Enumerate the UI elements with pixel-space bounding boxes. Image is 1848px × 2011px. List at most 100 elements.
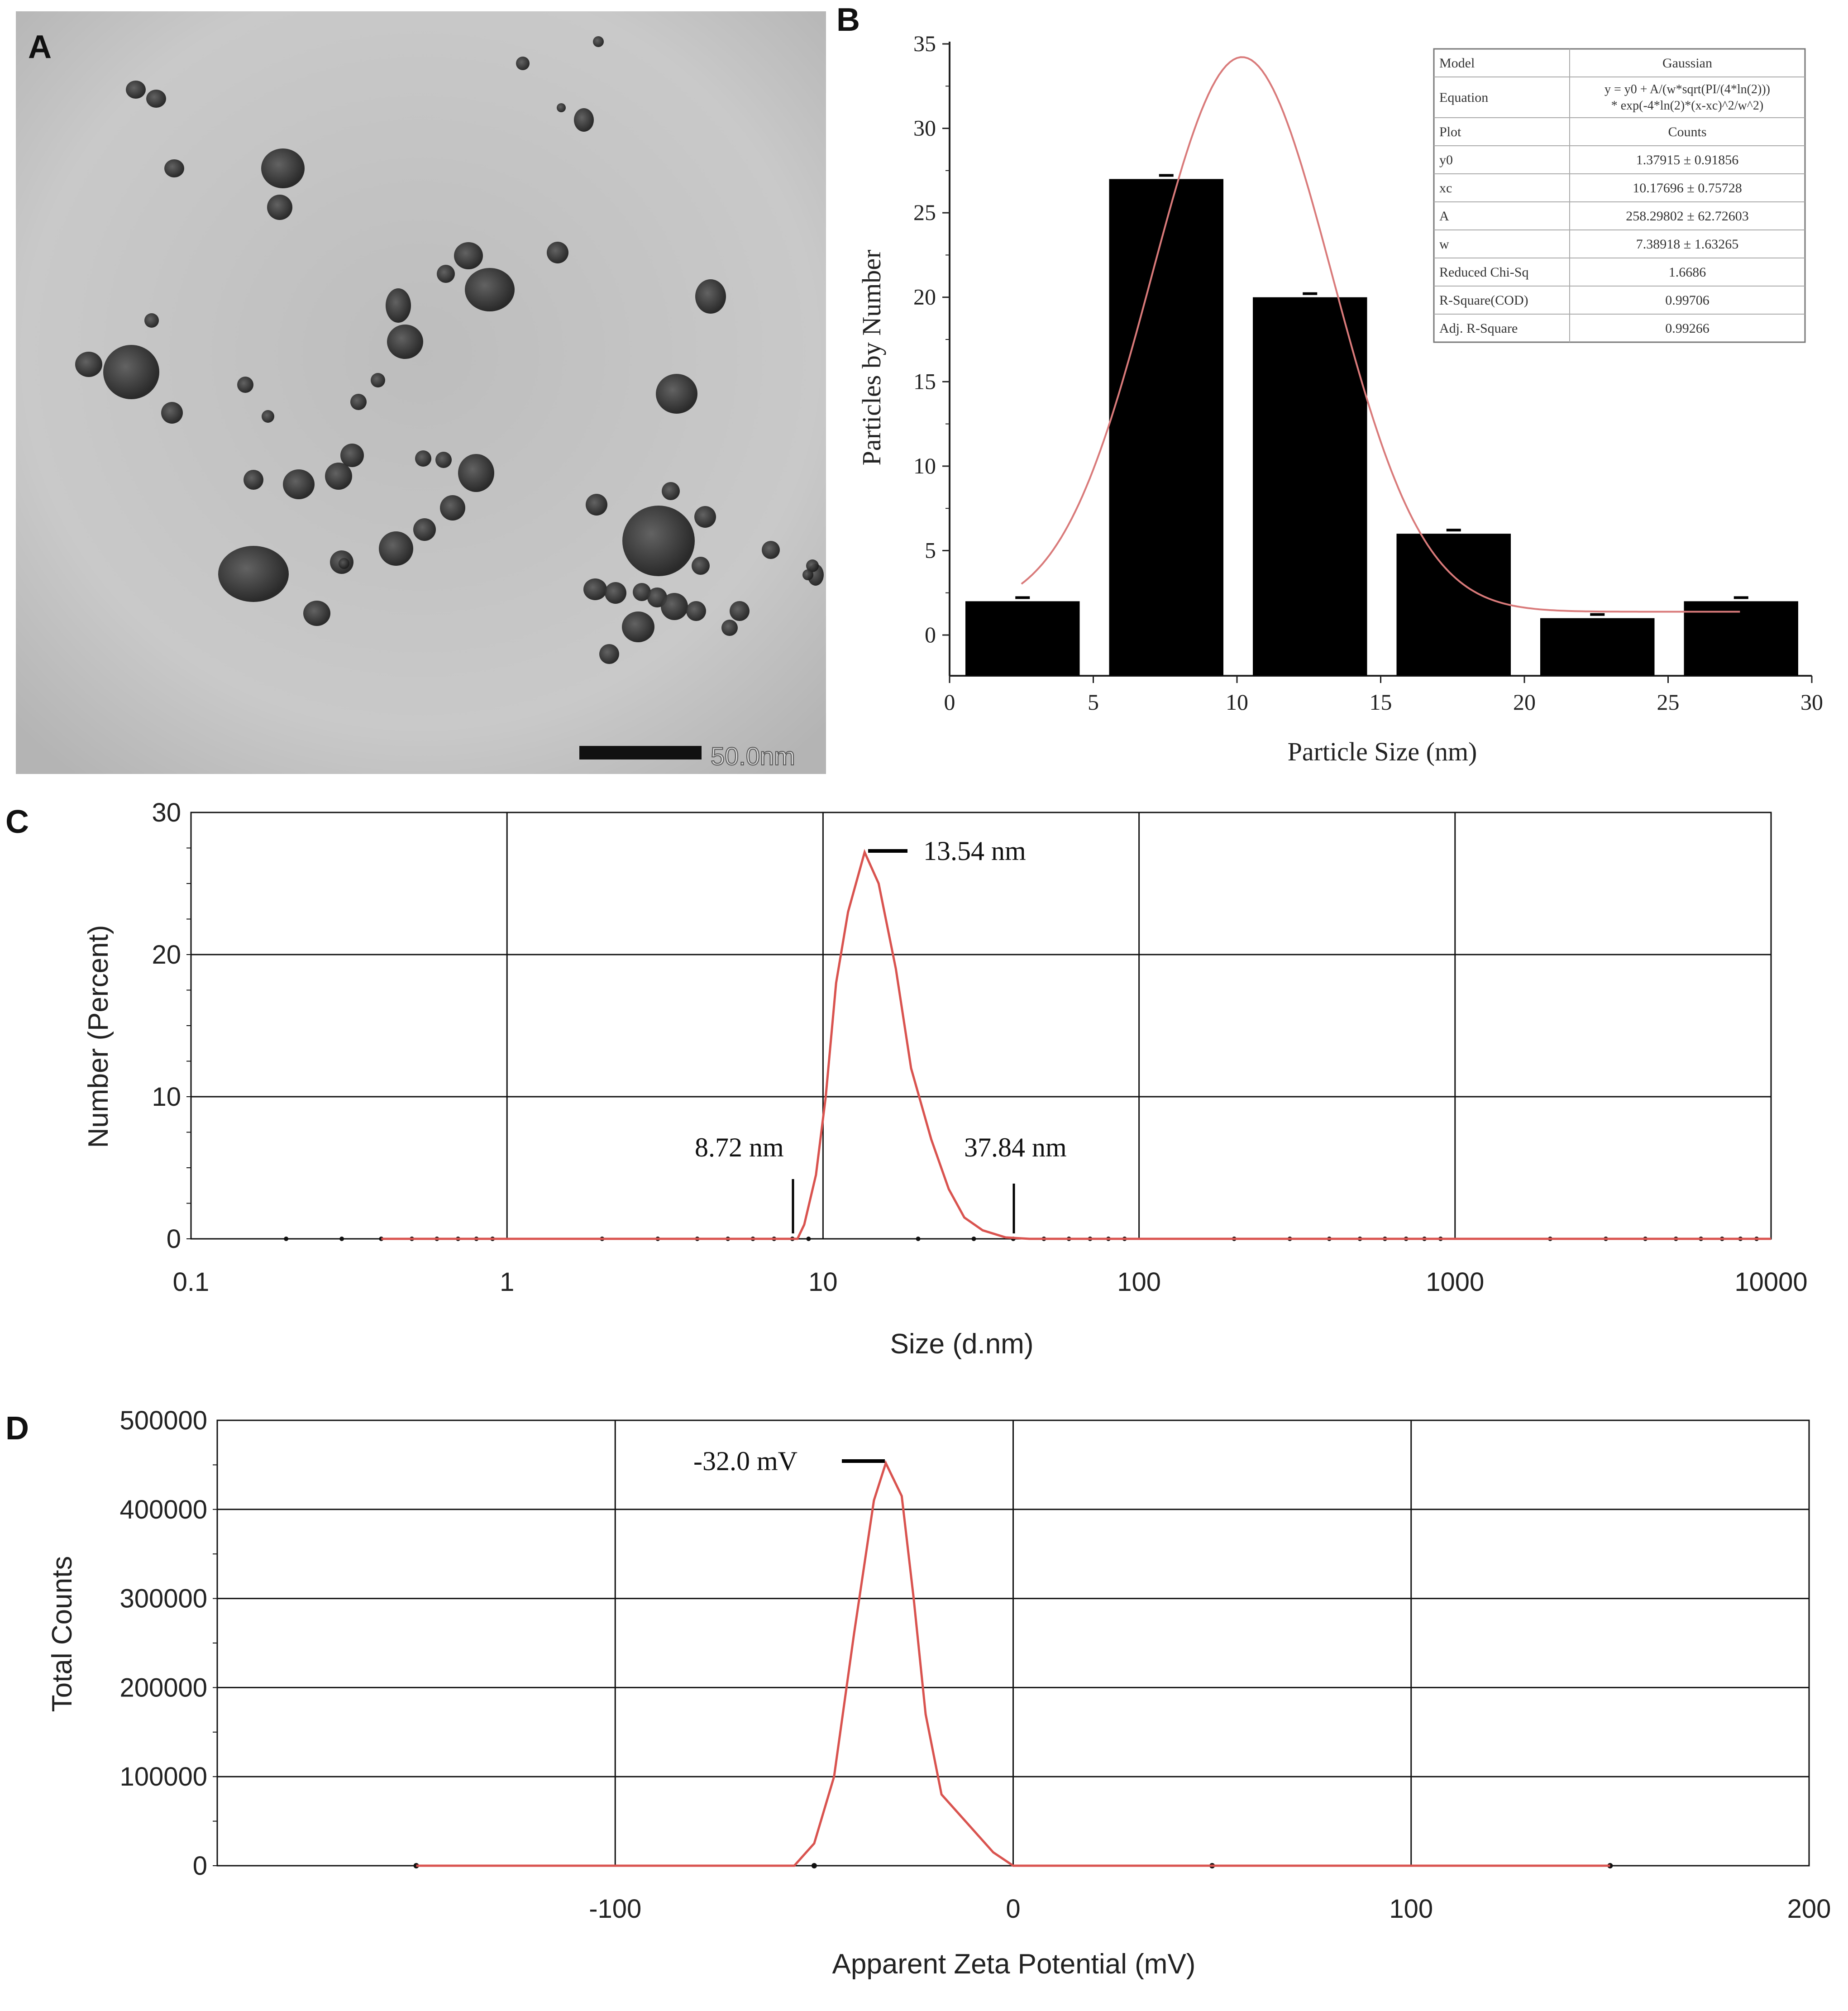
- fit-table-key: A: [1439, 209, 1449, 224]
- b-x-tick-label: 25: [1657, 689, 1680, 715]
- b-y-tick-label: 20: [913, 284, 936, 310]
- c-y-tick-label: 10: [152, 1082, 181, 1112]
- panel-c-label: C: [5, 804, 29, 840]
- d-x-tick-label: 0: [1006, 1894, 1020, 1924]
- histogram-bar: [965, 601, 1080, 676]
- nanoparticle: [622, 506, 695, 576]
- nanoparticle: [161, 402, 183, 424]
- c-x-minor-tick: [806, 1237, 811, 1241]
- d-y-tick-label: 500000: [119, 1406, 207, 1435]
- nanoparticle: [244, 470, 263, 490]
- nanoparticle: [340, 444, 364, 467]
- panel-b-label: B: [836, 2, 860, 38]
- c-y-tick-label: 0: [167, 1224, 181, 1254]
- fit-table-key: w: [1439, 237, 1449, 252]
- c-annotations: 13.54 nm 8.72 nm 37.84 nm: [695, 836, 1067, 1233]
- nanoparticle: [721, 620, 738, 636]
- peak-annotation: 13.54 nm: [923, 836, 1026, 866]
- fit-table-value: Gaussian: [1662, 56, 1712, 71]
- nanoparticle: [458, 454, 494, 492]
- c-x-tick-label: 0.1: [173, 1267, 210, 1297]
- b-y-tick-label: 0: [925, 622, 936, 647]
- nanoparticle: [547, 242, 568, 263]
- nanoparticle: [465, 268, 515, 311]
- nanoparticle: [437, 265, 455, 283]
- nanoparticle: [633, 583, 651, 601]
- fit-table-frame: [1433, 48, 1806, 343]
- nanoparticle: [454, 242, 483, 269]
- nanoparticle: [574, 108, 594, 132]
- b-x-tick-label: 20: [1513, 689, 1536, 715]
- b-y-tick-label: 5: [925, 537, 936, 563]
- histogram-bar: [1396, 534, 1511, 676]
- nanoparticle: [350, 394, 367, 410]
- histogram-bar: [1253, 297, 1367, 676]
- size-distribution-curve: [381, 849, 1771, 1240]
- c-x-minor-tick: [284, 1237, 289, 1241]
- panel-b: B 0 5 10 15 20 25 30 35 0 5 10 15 20 25 30 Particle Si…: [836, 2, 1823, 766]
- histogram-bar: [1540, 618, 1655, 676]
- nanoparticle: [583, 578, 607, 600]
- nanoparticle: [605, 582, 626, 604]
- d-y-tick-label: 100000: [119, 1762, 207, 1791]
- nanoparticle: [413, 518, 436, 541]
- fit-table-key: y0: [1439, 153, 1453, 167]
- fit-table-value: * exp(-4*ln(2)*(x-xc)^2/w^2): [1611, 99, 1764, 113]
- b-y-tick-label: 30: [913, 115, 936, 141]
- b-x-tick-label: 5: [1088, 689, 1099, 715]
- nanoparticle: [237, 377, 253, 393]
- b-y-tick-label: 25: [913, 200, 936, 225]
- d-y-tick-label: 300000: [119, 1584, 207, 1614]
- nanoparticle: [586, 494, 607, 516]
- panel-d-label: D: [5, 1410, 29, 1447]
- nanoparticle: [75, 352, 102, 377]
- fit-parameter-table: Model Gaussian Equation y = y0 + A/(w*sqrt(…: [1433, 48, 1806, 343]
- nanoparticle: [144, 313, 159, 328]
- nanoparticle: [516, 57, 530, 70]
- c-y-axis-title: Number (Percent): [83, 925, 114, 1148]
- b-x-tick-label: 0: [944, 689, 955, 715]
- fit-table-value: 0.99706: [1665, 293, 1710, 308]
- c-tick-labels: 0 10 20 30 0.1 1 10 100 1000 10000: [152, 798, 1807, 1297]
- nanoparticle: [599, 644, 619, 664]
- nanoparticle: [662, 482, 680, 500]
- d-x-tick-label: -100: [589, 1894, 641, 1924]
- d-x-minor-tick: [811, 1863, 817, 1868]
- panel-d: D 0 100000 200000 300000 400000 500000 -100 0 10…: [5, 1406, 1831, 1980]
- b-x-tick-label: 15: [1370, 689, 1392, 715]
- c-y-tick-label: 20: [152, 940, 181, 970]
- panel-a: 50.0nm A: [16, 11, 826, 774]
- low-annotation: 8.72 nm: [695, 1132, 784, 1162]
- d-annotations: -32.0 mV: [693, 1446, 885, 1476]
- nanoparticle: [435, 452, 452, 468]
- fit-table-value: 1.37915 ± 0.91856: [1636, 153, 1738, 167]
- c-x-tick-label: 10000: [1734, 1267, 1807, 1297]
- fit-table-key: Model: [1439, 56, 1475, 71]
- c-x-tick-label: 10: [808, 1267, 838, 1297]
- fit-table-value: 7.38918 ± 1.63265: [1636, 237, 1738, 252]
- b-y-axis-title: Particles by Number: [857, 250, 886, 466]
- b-y-tick-label: 15: [913, 368, 936, 394]
- fit-table-value: 258.29802 ± 62.72603: [1626, 209, 1748, 224]
- fit-table-key: Reduced Chi-Sq: [1439, 265, 1528, 280]
- nanoparticle: [686, 601, 706, 621]
- nanoparticle: [267, 195, 292, 220]
- nanoparticle: [218, 546, 289, 602]
- nanoparticle: [415, 450, 431, 467]
- b-tick-labels: 0 5 10 15 20 25 30 35 0 5 10 15 20 25 30: [913, 31, 1823, 715]
- nanoparticle: [656, 374, 697, 414]
- d-x-tick-label: 100: [1389, 1894, 1433, 1924]
- nanoparticle: [622, 611, 654, 642]
- c-x-axis-title: Size (d.nm): [890, 1328, 1034, 1360]
- nanoparticle: [164, 159, 184, 177]
- c-x-minor-tick: [971, 1237, 976, 1241]
- nanoparticle: [261, 148, 305, 188]
- b-y-tick-label: 10: [913, 453, 936, 478]
- c-x-minor-tick: [916, 1237, 921, 1241]
- fit-table-key: Equation: [1439, 90, 1488, 105]
- nanoparticle: [692, 557, 710, 575]
- nanoparticle: [806, 559, 819, 572]
- b-y-tick-label: 35: [913, 31, 936, 56]
